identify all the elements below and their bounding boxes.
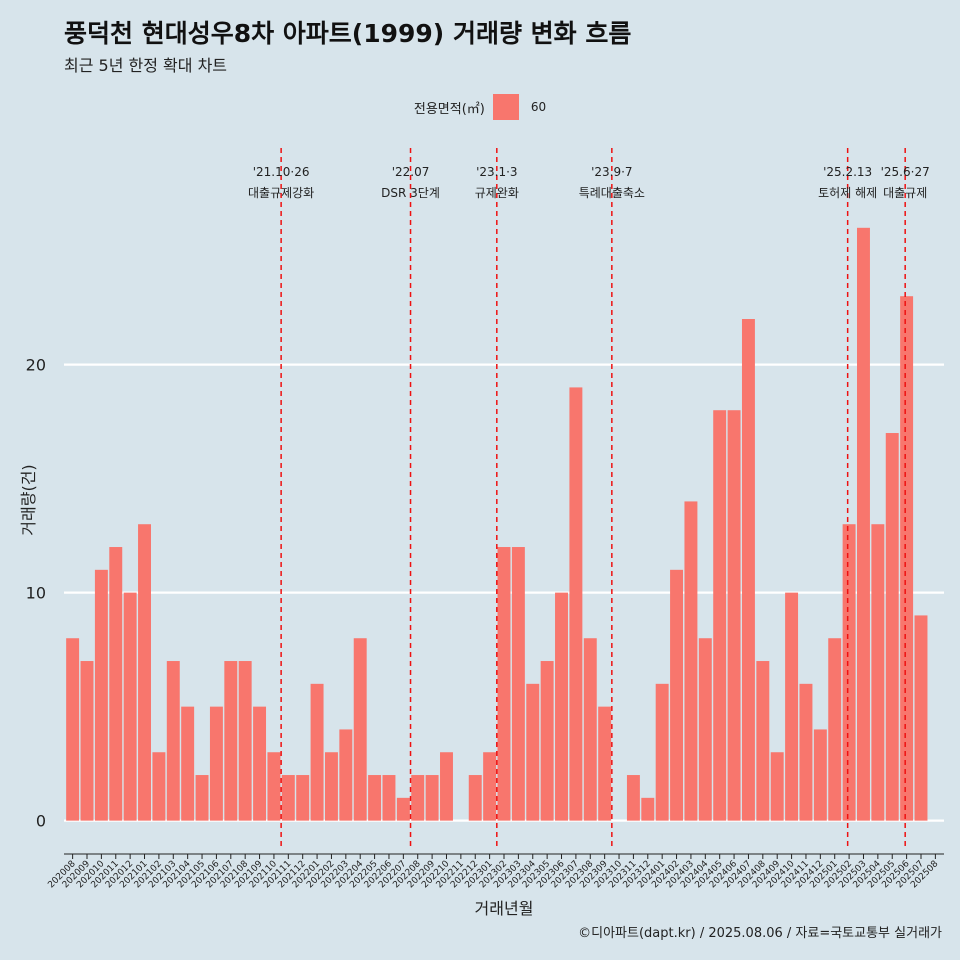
- bar: [670, 569, 684, 821]
- bar: [799, 683, 813, 821]
- event-name-label: 대출규제강화: [248, 186, 314, 200]
- bar: [138, 524, 151, 821]
- bar: [353, 638, 367, 821]
- bar: [296, 775, 310, 821]
- event-date-label: '22.07: [392, 165, 430, 179]
- bar: [425, 775, 439, 821]
- bar: [267, 752, 281, 821]
- bar: [914, 615, 928, 821]
- bar: [857, 227, 870, 821]
- bar: [80, 661, 94, 821]
- y-tick-label: 10: [26, 584, 46, 603]
- bar: [382, 775, 396, 821]
- bar: [238, 661, 252, 821]
- bar: [813, 729, 827, 821]
- bar: [94, 569, 108, 821]
- bar: [166, 661, 180, 821]
- bar: [655, 683, 669, 821]
- bar: [468, 775, 482, 821]
- bar: [339, 729, 353, 821]
- bar: [483, 752, 497, 821]
- bar: [770, 752, 784, 821]
- bar: [713, 410, 727, 821]
- bar: [555, 592, 568, 821]
- bar: [641, 797, 655, 821]
- event-name-label: 토허제 해제: [818, 186, 877, 200]
- bar: [440, 752, 453, 821]
- event-name-label: 규제완화: [475, 186, 519, 200]
- bar: [698, 638, 712, 821]
- bar: [310, 683, 324, 821]
- bar: [540, 661, 554, 821]
- bar: [626, 775, 640, 821]
- bar: [526, 683, 540, 821]
- event-date-label: '25.2.13: [823, 165, 872, 179]
- bar: [842, 524, 856, 821]
- bar: [123, 592, 137, 821]
- bar: [181, 706, 195, 821]
- bar: [66, 638, 80, 821]
- bar: [396, 797, 410, 821]
- bar: [224, 661, 238, 821]
- bar: [885, 433, 899, 821]
- y-axis-title: 거래량(건): [19, 464, 38, 535]
- bar: [209, 706, 223, 821]
- bar: [741, 319, 755, 821]
- event-date-label: '21.10·26: [253, 165, 310, 179]
- bar: [756, 661, 770, 821]
- source-caption: ©디아파트(dapt.kr) / 2025.08.06 / 자료=국토교통부 실…: [578, 926, 942, 941]
- event-name-label: DSR 3단계: [381, 186, 440, 200]
- legend-item-label: 60: [530, 100, 547, 114]
- event-name-label: 대출규제: [883, 186, 927, 200]
- bar: [583, 638, 597, 821]
- legend-swatch: [492, 94, 519, 120]
- bar: [152, 752, 166, 821]
- event-date-label: '23.1·3: [476, 165, 517, 179]
- bar: [900, 296, 914, 821]
- bar: [368, 775, 382, 821]
- legend: 전용면적(㎡) 60: [0, 94, 960, 120]
- chart-subtitle: 최근 5년 한정 확대 차트: [64, 56, 228, 75]
- bar: [497, 547, 511, 821]
- event-name-label: 특례대출축소: [579, 186, 645, 200]
- bar: [569, 387, 583, 821]
- bar: [871, 524, 885, 821]
- bar: [785, 592, 799, 821]
- bar: [684, 501, 698, 821]
- bar: [324, 752, 338, 821]
- bar: [828, 638, 842, 821]
- x-axis-title: 거래년월: [475, 899, 534, 918]
- legend-title: 전용면적(㎡): [413, 101, 485, 117]
- bar: [281, 775, 295, 821]
- bar: [411, 775, 425, 821]
- bar: [598, 706, 612, 821]
- event-date-label: '23.9·7: [591, 165, 632, 179]
- bar: [511, 547, 525, 821]
- y-tick-label: 20: [26, 356, 46, 375]
- y-tick-label: 0: [36, 812, 46, 831]
- bar: [109, 547, 123, 821]
- bar: [253, 706, 267, 821]
- bar: [195, 775, 209, 821]
- bar: [727, 410, 741, 821]
- chart-title: 풍덕천 현대성우8차 아파트(1999) 거래량 변화 흐름: [64, 19, 632, 48]
- event-date-label: '25.6·27: [881, 165, 930, 179]
